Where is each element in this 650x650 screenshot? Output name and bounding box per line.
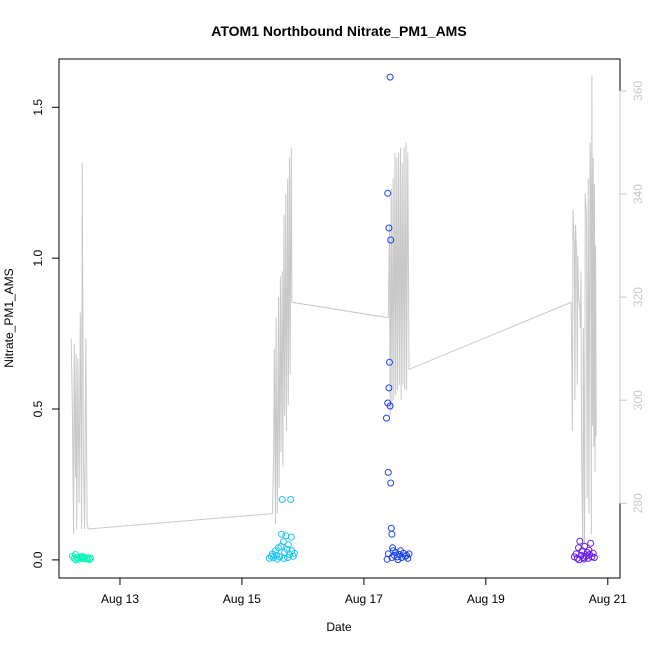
data-point <box>276 553 284 561</box>
data-point <box>277 542 285 550</box>
series-1 <box>68 551 95 564</box>
x-tick-label: Aug 21 <box>589 592 627 606</box>
x-axis: Aug 13 Aug 15 Aug 17 Aug 19 Aug 21 <box>101 577 627 606</box>
data-point <box>384 189 392 197</box>
data-point <box>572 550 580 558</box>
data-point <box>383 555 391 563</box>
y-tick-label: 1.5 <box>31 99 45 116</box>
data-point <box>287 533 295 541</box>
secondary-series-line <box>70 75 597 550</box>
y2-axis: 280 300 320 340 360 <box>619 81 645 513</box>
data-point <box>290 549 298 557</box>
series-2 <box>265 496 298 563</box>
data-point <box>386 402 394 410</box>
data-point <box>586 551 593 558</box>
y2-tick-label: 340 <box>631 184 645 204</box>
data-point <box>394 556 402 564</box>
data-point <box>87 554 95 562</box>
data-point <box>589 549 597 557</box>
data-point <box>587 539 595 547</box>
data-point <box>386 358 393 366</box>
data-point <box>278 530 286 538</box>
data-point <box>280 554 288 562</box>
data-point <box>385 224 393 232</box>
series-3 <box>383 73 413 564</box>
plot-frame <box>58 58 621 579</box>
data-point <box>387 479 395 487</box>
y2-tick-label: 320 <box>631 287 645 307</box>
y-axis: 0.0 0.5 1.0 1.5 <box>31 99 60 568</box>
y-tick-label: 0.0 <box>31 551 45 568</box>
data-point <box>86 556 93 564</box>
data-point <box>388 554 396 561</box>
data-point <box>405 550 413 558</box>
data-point <box>72 556 80 564</box>
data-point <box>78 553 86 561</box>
data-point <box>392 548 400 556</box>
data-point <box>278 496 286 503</box>
x-axis-label: Date <box>326 620 352 634</box>
data-point <box>581 542 589 550</box>
data-point <box>284 541 292 549</box>
x-tick-label: Aug 19 <box>467 592 505 606</box>
data-point <box>287 496 295 503</box>
data-point <box>273 555 281 563</box>
y2-tick-label: 300 <box>631 390 645 410</box>
data-point <box>383 414 390 422</box>
data-point <box>580 555 588 563</box>
y-tick-label: 1.0 <box>31 249 45 266</box>
data-point <box>387 524 395 532</box>
data-point <box>384 468 392 476</box>
chart-title: ATOM1 Northbound Nitrate_PM1_AMS <box>211 23 466 39</box>
y2-tick-label: 360 <box>631 81 645 101</box>
data-point <box>404 554 412 562</box>
secondary-line-layer <box>70 75 597 550</box>
data-point <box>576 537 584 545</box>
data-point <box>585 546 593 554</box>
x-tick-label: Aug 13 <box>101 592 139 606</box>
x-tick-label: Aug 15 <box>223 592 261 606</box>
data-point <box>590 554 598 561</box>
points-layer <box>68 73 598 564</box>
series-4 <box>570 537 598 564</box>
y-tick-label: 0.5 <box>31 400 45 417</box>
data-point <box>284 554 292 561</box>
y2-tick-label: 280 <box>631 493 645 513</box>
data-point <box>385 384 393 392</box>
y-axis-label: Nitrate_PM1_AMS <box>2 268 16 367</box>
data-point <box>575 556 583 564</box>
x-tick-label: Aug 17 <box>345 592 383 606</box>
data-point <box>387 236 395 244</box>
data-point <box>386 73 394 81</box>
data-point <box>388 530 396 538</box>
